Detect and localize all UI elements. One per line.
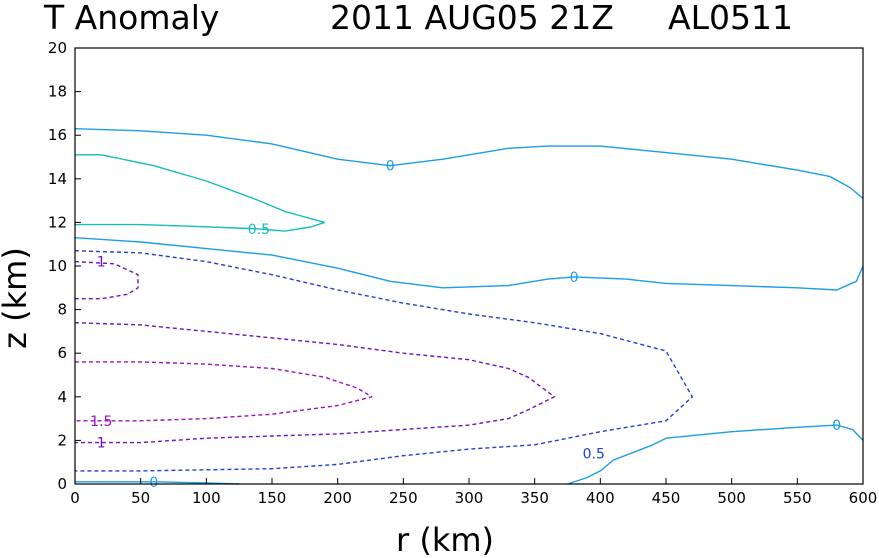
- y-tick-label: 2: [57, 431, 67, 449]
- x-tick-label: 350: [520, 489, 549, 507]
- contour-label: 0: [570, 270, 579, 286]
- y-tick-label: 0: [57, 475, 67, 493]
- x-tick-label: 450: [652, 489, 681, 507]
- y-tick-label: 14: [48, 170, 67, 188]
- y-axis-label: z (km): [0, 247, 34, 349]
- contour-line-neg-1-5: [75, 361, 373, 422]
- contour-lines: [74, 128, 864, 485]
- contour-line-0: [567, 424, 864, 485]
- x-tick-label: 50: [131, 489, 150, 507]
- contour-label: 0.5: [248, 222, 270, 238]
- contour-label: 0: [832, 418, 841, 434]
- x-tick-label: 200: [323, 489, 352, 507]
- contour-label: 0.5: [583, 446, 605, 462]
- x-tick-label: 550: [783, 489, 812, 507]
- x-tick-label: 0: [70, 489, 80, 507]
- x-axis-ticks: 0 50 100 150 200 250 300 350 400 450 500 550 600: [70, 478, 877, 507]
- contour-line-0-5: [75, 154, 326, 232]
- contour-line-neg-1: [74, 260, 139, 300]
- y-tick-label: 12: [48, 213, 67, 231]
- y-tick-label: 16: [48, 126, 67, 144]
- chart-title-variable: T Anomaly: [43, 0, 219, 37]
- chart-title-date: 2011 AUG05 21Z: [330, 0, 614, 37]
- x-tick-label: 250: [389, 489, 418, 507]
- y-tick-label: 20: [48, 39, 67, 57]
- x-tick-label: 400: [586, 489, 615, 507]
- y-tick-label: 8: [57, 301, 67, 319]
- x-tick-label: 300: [455, 489, 484, 507]
- contour-label: 0: [386, 159, 395, 175]
- contour-label: 1: [97, 436, 106, 452]
- x-tick-label: 100: [192, 489, 221, 507]
- y-tick-label: 4: [57, 388, 67, 406]
- contour-line-0: [74, 128, 864, 199]
- x-tick-label: 150: [258, 489, 287, 507]
- contour-label: 0: [149, 475, 158, 491]
- chart-title-storm: AL0511: [668, 0, 793, 37]
- contour-line-neg-0-5: [74, 250, 693, 472]
- contour-label: 1.5: [90, 414, 112, 430]
- contour-labels: 0 0 0 0 0.5 0.5 1 1 1.5: [90, 159, 841, 491]
- y-tick-label: 18: [48, 83, 67, 101]
- y-tick-label: 6: [57, 344, 67, 362]
- x-tick-label: 600: [849, 489, 878, 507]
- y-tick-label: 10: [48, 257, 67, 275]
- x-axis-label: r (km): [396, 521, 494, 558]
- x-tick-label: 500: [717, 489, 746, 507]
- contour-line-0: [74, 237, 864, 291]
- contour-line-neg-1: [74, 322, 556, 444]
- contour-label: 1: [97, 255, 106, 271]
- plot-frame: [74, 47, 864, 485]
- y-axis-ticks: 0 2 4 6 8 10 12 14 16 18 20: [48, 39, 81, 493]
